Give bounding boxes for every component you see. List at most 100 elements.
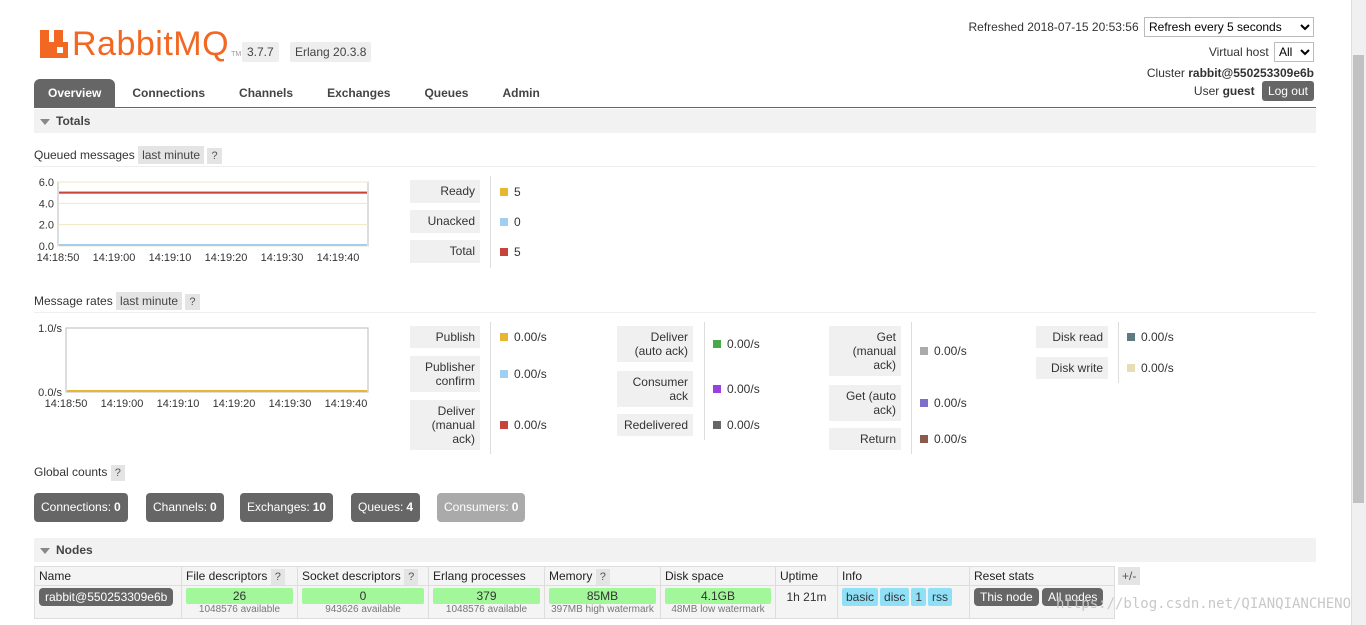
fd-available: 1048576 available bbox=[198, 604, 281, 615]
y-tick-label: 6.0 bbox=[39, 177, 54, 189]
user-label: User bbox=[1193, 84, 1220, 98]
info-tag[interactable]: rss bbox=[928, 588, 953, 606]
global-count-exchanges[interactable]: Exchanges: 10 bbox=[240, 493, 334, 522]
col-uptime: Uptime bbox=[775, 566, 838, 586]
scrollbar-thumb[interactable] bbox=[1353, 55, 1364, 503]
sd-available: 943626 available bbox=[325, 604, 401, 615]
rate-value: 0.00/s bbox=[1127, 361, 1174, 375]
ep-available: 1048576 available bbox=[445, 604, 528, 615]
global-count-connections[interactable]: Connections: 0 bbox=[34, 493, 128, 522]
x-tick-label: 14:19:00 bbox=[93, 252, 136, 264]
help-icon[interactable]: ? bbox=[270, 569, 285, 585]
rate-label: Get (auto ack) bbox=[829, 385, 901, 421]
col-reset-stats: Reset stats bbox=[969, 566, 1115, 586]
legend-swatch bbox=[713, 340, 721, 348]
legend-swatch bbox=[1127, 364, 1135, 372]
node-info-tags: basic disc 1 rss bbox=[837, 585, 970, 619]
legend-swatch bbox=[920, 399, 928, 407]
table-row: rabbit@550253309e6b 26 1048576 available … bbox=[34, 585, 1115, 619]
stat-value-unacked: 0 bbox=[500, 215, 521, 229]
sd-used: 0 bbox=[302, 588, 424, 604]
y-tick-label: 4.0 bbox=[39, 198, 54, 210]
col-name: Name bbox=[34, 566, 182, 586]
reset-this-node-button[interactable]: This node bbox=[974, 588, 1039, 606]
col-memory: Memory ? bbox=[544, 566, 661, 586]
tab-overview[interactable]: Overview bbox=[34, 79, 116, 108]
queued-range-selector[interactable]: last minute bbox=[138, 146, 205, 164]
trademark: TM bbox=[231, 51, 242, 58]
help-icon[interactable]: ? bbox=[595, 569, 610, 585]
x-tick-label: 14:18:50 bbox=[45, 398, 88, 410]
global-help-icon[interactable]: ? bbox=[110, 465, 125, 481]
rates-range-selector[interactable]: last minute bbox=[116, 292, 183, 310]
rate-value: 0.00/s bbox=[920, 344, 967, 358]
queued-messages-label: Queued messages bbox=[34, 148, 135, 162]
info-tag[interactable]: basic bbox=[842, 588, 879, 606]
legend-swatch bbox=[920, 347, 928, 355]
refreshed-time: 2018-07-15 20:53:56 bbox=[1027, 20, 1139, 34]
brand-name: RabbitMQ bbox=[72, 25, 230, 63]
tab-admin[interactable]: Admin bbox=[502, 86, 540, 100]
collapse-triangle-icon bbox=[40, 547, 50, 554]
stat-value-total: 5 bbox=[500, 245, 521, 259]
rate-label: Get (manual ack) bbox=[829, 326, 901, 376]
rate-label: Deliver (auto ack) bbox=[617, 326, 693, 362]
message-rates-chart: 1.0/s 0.0/s 14:18:50 14:19:00 14:19:10 14:19… bbox=[38, 323, 369, 410]
queued-messages-header: Queued messages last minute ? bbox=[34, 145, 1316, 167]
legend-swatch bbox=[920, 435, 928, 443]
nodes-section-toggle[interactable]: Nodes bbox=[34, 538, 1316, 562]
legend-swatch bbox=[713, 421, 721, 429]
help-icon[interactable]: ? bbox=[404, 569, 419, 585]
rate-value: 0.00/s bbox=[500, 367, 547, 381]
rate-value: 0.00/s bbox=[500, 418, 547, 432]
info-tag[interactable]: 1 bbox=[911, 588, 927, 606]
chart-plot-area bbox=[57, 181, 369, 247]
refresh-interval-select[interactable]: Refresh every 5 seconds bbox=[1144, 17, 1314, 37]
rate-label: Deliver (manual ack) bbox=[410, 400, 480, 450]
col-disk-space: Disk space bbox=[660, 566, 776, 586]
rate-label: Consumer ack bbox=[617, 371, 693, 407]
reset-all-nodes-button[interactable]: All nodes bbox=[1042, 588, 1104, 606]
refreshed-label: Refreshed bbox=[968, 20, 1024, 34]
global-counts-label: Global counts bbox=[34, 465, 108, 479]
totals-section-toggle[interactable]: Totals bbox=[34, 109, 1316, 133]
y-tick-label: 2.0 bbox=[39, 220, 54, 232]
virtual-host-select[interactable]: All bbox=[1274, 42, 1314, 62]
info-tag[interactable]: disc bbox=[880, 588, 910, 606]
tab-channels[interactable]: Channels bbox=[239, 86, 294, 100]
queued-help-icon[interactable]: ? bbox=[207, 148, 222, 164]
rate-value: 0.00/s bbox=[713, 382, 760, 396]
rate-label: Return bbox=[829, 428, 901, 450]
tab-queues[interactable]: Queues bbox=[424, 86, 469, 100]
legend-swatch bbox=[500, 188, 508, 196]
x-tick-label: 14:19:10 bbox=[149, 252, 192, 264]
erlang-version-badge: Erlang 20.3.8 bbox=[290, 42, 372, 62]
col-info: Info bbox=[837, 566, 970, 586]
rate-value: 0.00/s bbox=[1127, 330, 1174, 344]
user-name: guest bbox=[1222, 84, 1255, 98]
rate-label: Disk read bbox=[1036, 326, 1108, 348]
x-tick-label: 14:19:20 bbox=[213, 398, 256, 410]
global-count-consumers[interactable]: Consumers: 0 bbox=[437, 493, 526, 522]
col-socket-descriptors: Socket descriptors ? bbox=[297, 566, 429, 586]
disk-watermark: 48MB low watermark bbox=[671, 604, 765, 615]
y-tick-label: 0.0/s bbox=[38, 387, 62, 399]
global-count-queues[interactable]: Queues: 4 bbox=[351, 493, 421, 522]
toggle-columns-button[interactable]: +/- bbox=[1118, 567, 1141, 585]
tab-exchanges[interactable]: Exchanges bbox=[327, 86, 391, 100]
global-count-channels[interactable]: Channels: 0 bbox=[146, 493, 224, 522]
x-tick-label: 14:19:40 bbox=[317, 252, 360, 264]
rates-help-icon[interactable]: ? bbox=[185, 294, 200, 310]
nodes-title: Nodes bbox=[56, 543, 93, 557]
virtual-host-bar: Virtual host All bbox=[1209, 42, 1314, 62]
tab-connections[interactable]: Connections bbox=[132, 86, 206, 100]
rate-value: 0.00/s bbox=[713, 418, 760, 432]
logout-button[interactable]: Log out bbox=[1261, 81, 1314, 101]
legend-swatch bbox=[500, 370, 508, 378]
nodes-header-row: Name File descriptors ? Socket descripto… bbox=[34, 566, 1115, 586]
legend-swatch bbox=[500, 333, 508, 341]
chart-plot-area bbox=[65, 327, 369, 393]
rabbitmq-logo[interactable]: RabbitMQ TM bbox=[40, 24, 241, 64]
cluster-name: rabbit@550253309e6b bbox=[1188, 66, 1314, 80]
node-name-link[interactable]: rabbit@550253309e6b bbox=[39, 588, 174, 606]
